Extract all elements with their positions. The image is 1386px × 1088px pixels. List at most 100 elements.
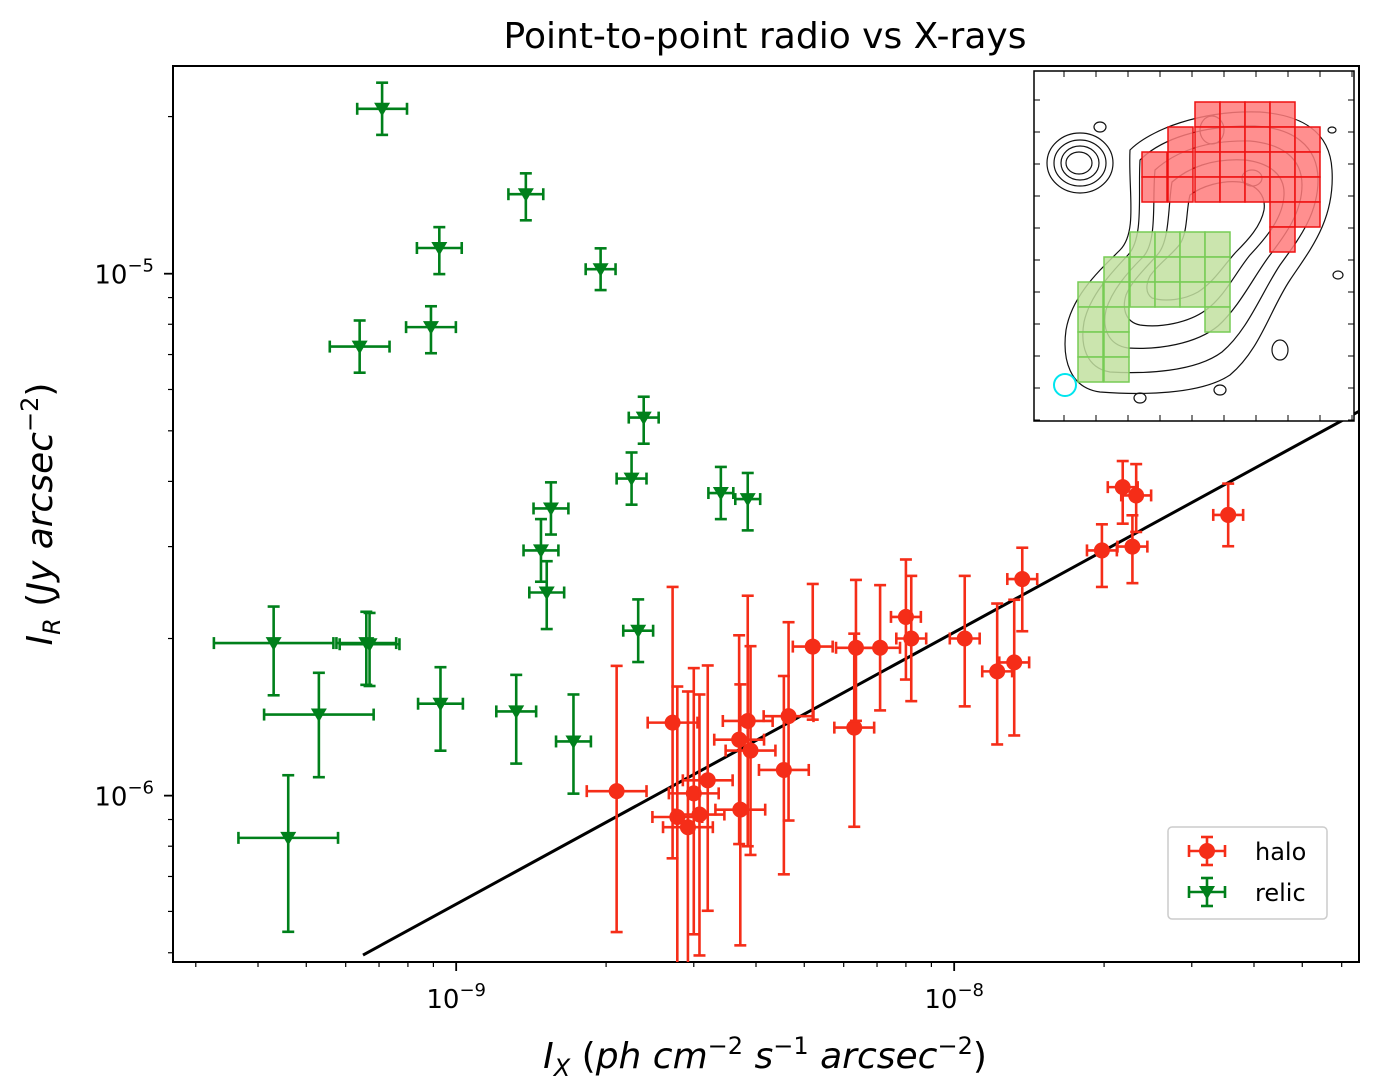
inset-contour (1271, 339, 1289, 361)
relic-marker (592, 263, 609, 277)
x-axis-label: IX (ph cm−2 s−1 arcsec−2) (543, 1032, 987, 1082)
relic-marker (623, 472, 640, 487)
halo-marker (685, 785, 702, 802)
inset-relic-cell (1179, 281, 1206, 308)
inset-relic-cell (1179, 231, 1206, 258)
relic-point (627, 395, 660, 446)
halo-point (1119, 462, 1153, 534)
halo-marker (742, 742, 759, 759)
inset-contour (1133, 392, 1147, 404)
legend-relic-label: relic (1255, 879, 1306, 907)
halo-point (714, 683, 767, 947)
inset-beam-circle (1053, 373, 1077, 397)
inset-halo-cell (1269, 126, 1296, 153)
y-tick-label: 10−6 (94, 778, 154, 813)
axis-ticks: 10−9 10−8 10−6 10−5 (94, 115, 1343, 1015)
inset-halo-cell (1294, 151, 1321, 178)
halo-point (948, 574, 981, 708)
legend-halo-label: halo (1255, 838, 1306, 866)
inset-halo-cell (1167, 176, 1194, 203)
inset-relic-cell (1204, 306, 1231, 333)
inset-contour (1332, 270, 1344, 280)
halo-point (1006, 546, 1039, 633)
relic-marker (431, 242, 448, 256)
legend-marker-shape (1199, 886, 1215, 900)
relic-marker (739, 493, 756, 507)
relic-marker (351, 340, 368, 355)
inset-halo-cell (1194, 151, 1221, 178)
halo-point (997, 598, 1031, 737)
inset-halo-cell (1141, 151, 1168, 178)
inset-relic-cell (1077, 281, 1104, 308)
inset-halo-cell (1194, 176, 1221, 203)
inset-relic-cell (1103, 331, 1130, 358)
legend-halo-marker (1187, 835, 1227, 867)
halo-point (667, 666, 720, 936)
relic-point (532, 481, 570, 536)
inset-contour (1060, 145, 1100, 181)
inset-halo-grid (1141, 101, 1321, 253)
fit-line (362, 409, 1359, 957)
halo-marker (846, 719, 863, 736)
legend-marker-shape (1199, 843, 1215, 859)
halo-series (585, 459, 1245, 962)
inset-relic-grid (1077, 231, 1231, 383)
relic-marker (630, 624, 647, 639)
relic-marker (280, 831, 297, 846)
halo-marker (872, 639, 889, 656)
relic-marker (532, 544, 549, 559)
halo-marker (1114, 479, 1131, 496)
inset-relic-cell (1077, 331, 1104, 358)
relic-point (621, 598, 655, 664)
inset-halo-cell (1219, 151, 1246, 178)
chart-title: Point-to-point radio vs X-rays (504, 16, 1027, 57)
inset-relic-cell (1129, 231, 1156, 258)
inset-halo-cell (1219, 126, 1246, 153)
relic-point (404, 304, 458, 355)
halo-marker (780, 708, 797, 725)
inset-halo-cell (1167, 151, 1194, 178)
relic-point (416, 665, 465, 752)
halo-marker (1014, 571, 1031, 588)
halo-point (1116, 513, 1149, 585)
halo-marker (1220, 506, 1237, 523)
relic-marker (517, 188, 534, 202)
relic-marker (635, 411, 652, 426)
halo-marker (1006, 654, 1023, 671)
halo-marker (897, 608, 914, 625)
halo-marker (903, 630, 920, 647)
inset-contour (1327, 126, 1337, 134)
relic-point (615, 451, 648, 506)
inset-halo-cell (1244, 101, 1271, 128)
inset-contour (1093, 121, 1107, 133)
y-axis-label: IR (Jy arcsec−2) (16, 383, 66, 646)
inset-relic-cell (1077, 356, 1104, 383)
y-tick-label: 10−5 (94, 256, 154, 291)
relic-point (528, 559, 566, 631)
halo-point (681, 664, 734, 913)
inset-halo-cell (1294, 201, 1321, 228)
relic-series (212, 81, 762, 934)
inset-relic-cell (1129, 281, 1156, 308)
relic-point (522, 517, 560, 584)
inset-relic-cell (1154, 281, 1181, 308)
relic-marker (361, 638, 378, 652)
inset-relic-cell (1103, 281, 1130, 308)
halo-marker (691, 806, 708, 823)
relic-point (237, 773, 340, 934)
inset-map (1033, 70, 1355, 422)
inset-relic-cell (1154, 231, 1181, 258)
halo-point (1106, 459, 1139, 525)
inset-halo-cell (1219, 176, 1246, 203)
inset-ticks (1034, 71, 1354, 421)
inset-contour (1046, 132, 1114, 194)
halo-marker (1093, 542, 1110, 559)
inset-halo-cell (1269, 201, 1296, 228)
halo-marker (739, 712, 756, 729)
halo-point (791, 582, 834, 721)
halo-marker (608, 783, 625, 800)
halo-point (889, 558, 923, 681)
relic-marker (310, 708, 327, 723)
inset-halo-cell (1269, 101, 1296, 128)
